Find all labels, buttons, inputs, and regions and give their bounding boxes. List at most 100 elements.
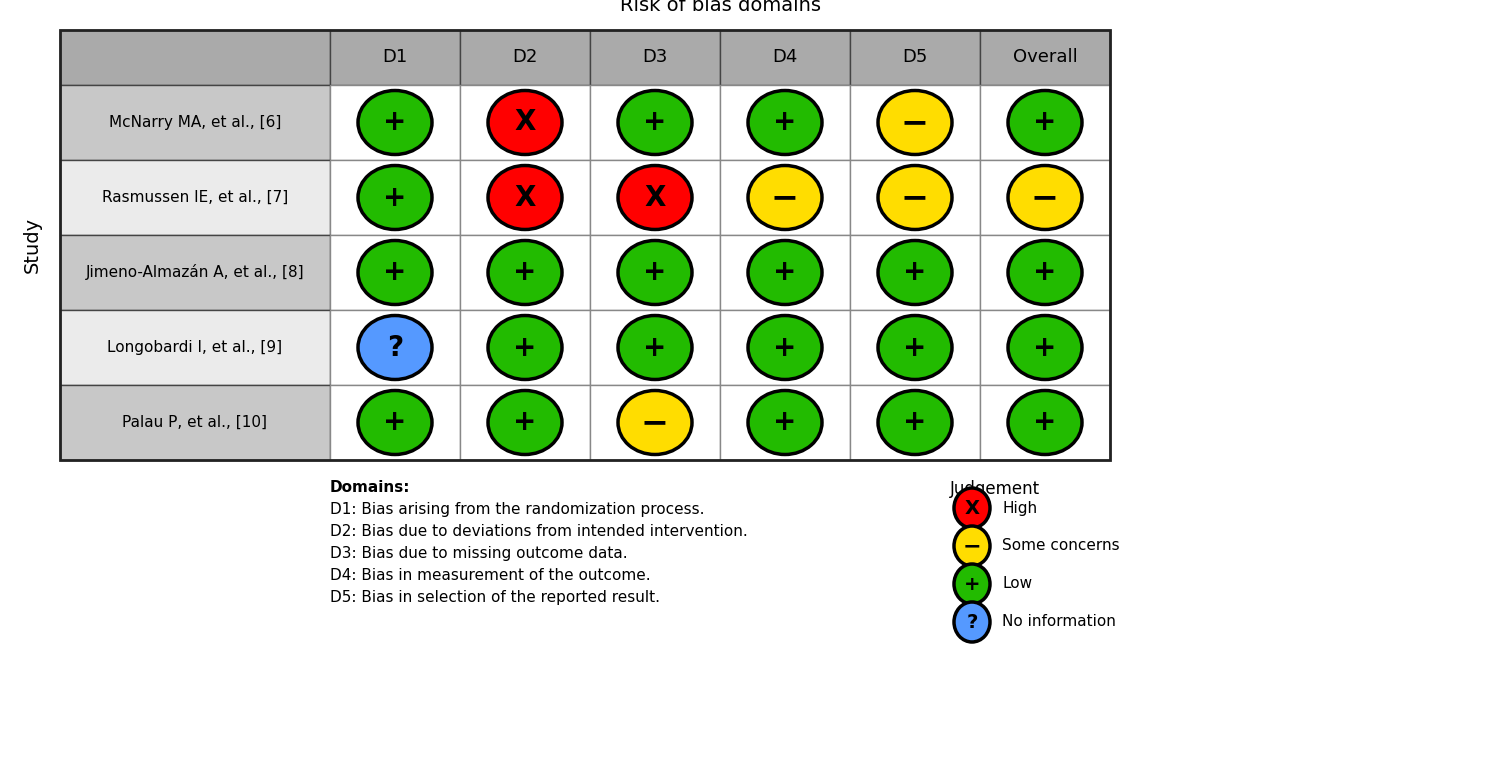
Bar (330, 30, 460, 85)
Bar (850, 235, 980, 310)
Text: −: − (901, 106, 928, 139)
Ellipse shape (954, 488, 990, 528)
Bar (60, 30, 330, 85)
Ellipse shape (618, 391, 692, 454)
Text: D2: Bias due to deviations from intended intervention.: D2: Bias due to deviations from intended… (330, 524, 748, 539)
Text: Judgement: Judgement (950, 480, 1040, 498)
Bar (850, 85, 980, 160)
Text: D2: D2 (513, 49, 538, 67)
Text: +: + (773, 109, 797, 137)
Text: Palau P, et al., [10]: Palau P, et al., [10] (122, 415, 268, 430)
Text: +: + (903, 334, 927, 362)
Bar (720, 85, 850, 160)
Text: Rasmussen IE, et al., [7]: Rasmussen IE, et al., [7] (101, 190, 289, 205)
Text: +: + (643, 334, 667, 362)
Text: ?: ? (387, 334, 404, 362)
Bar (60, 85, 330, 160)
Bar (720, 235, 850, 310)
Bar (460, 235, 590, 310)
Text: −: − (963, 536, 981, 556)
Ellipse shape (878, 166, 953, 230)
Bar (850, 30, 980, 85)
Ellipse shape (748, 315, 823, 379)
Text: Study: Study (23, 217, 41, 273)
Text: D5: D5 (903, 49, 928, 67)
Text: D1: D1 (383, 49, 408, 67)
Ellipse shape (358, 315, 432, 379)
Ellipse shape (618, 166, 692, 230)
Ellipse shape (954, 602, 990, 642)
Ellipse shape (878, 315, 953, 379)
Text: Low: Low (1002, 577, 1033, 591)
Bar (980, 385, 1110, 460)
Text: D1: Bias arising from the randomization process.: D1: Bias arising from the randomization … (330, 502, 705, 517)
Text: −: − (641, 406, 668, 439)
Ellipse shape (488, 240, 562, 305)
Bar (850, 160, 980, 235)
Bar (460, 85, 590, 160)
Text: D3: D3 (643, 49, 668, 67)
Bar (590, 85, 720, 160)
Bar (590, 30, 720, 85)
Ellipse shape (618, 90, 692, 154)
Text: Risk of bias domains: Risk of bias domains (620, 0, 821, 15)
Ellipse shape (878, 391, 953, 454)
Bar (460, 30, 590, 85)
Ellipse shape (954, 526, 990, 566)
Text: +: + (513, 409, 537, 436)
Ellipse shape (618, 240, 692, 305)
Text: X: X (514, 183, 535, 211)
Ellipse shape (358, 391, 432, 454)
Bar (980, 310, 1110, 385)
Ellipse shape (1009, 240, 1083, 305)
Bar (590, 235, 720, 310)
Bar (850, 385, 980, 460)
Bar (60, 310, 330, 385)
Bar (60, 30, 1110, 460)
Ellipse shape (748, 90, 823, 154)
Text: No information: No information (1002, 615, 1116, 629)
Text: +: + (773, 409, 797, 436)
Text: −: − (1031, 181, 1058, 214)
Ellipse shape (358, 166, 432, 230)
Ellipse shape (358, 240, 432, 305)
Bar (330, 385, 460, 460)
Bar (330, 85, 460, 160)
Ellipse shape (358, 90, 432, 154)
Text: +: + (643, 258, 667, 287)
Bar (590, 160, 720, 235)
Ellipse shape (1009, 391, 1083, 454)
Ellipse shape (488, 391, 562, 454)
Text: D4: Bias in measurement of the outcome.: D4: Bias in measurement of the outcome. (330, 568, 650, 583)
Text: X: X (514, 109, 535, 137)
Text: D4: D4 (773, 49, 798, 67)
Bar (980, 30, 1110, 85)
Bar (60, 385, 330, 460)
Text: Overall: Overall (1013, 49, 1078, 67)
Text: Longobardi I, et al., [9]: Longobardi I, et al., [9] (107, 340, 283, 355)
Bar (460, 310, 590, 385)
Text: −: − (771, 181, 798, 214)
Bar (330, 310, 460, 385)
Bar (980, 235, 1110, 310)
Ellipse shape (748, 391, 823, 454)
Text: D5: Bias in selection of the reported result.: D5: Bias in selection of the reported re… (330, 590, 661, 605)
Text: +: + (513, 334, 537, 362)
Text: +: + (643, 109, 667, 137)
Text: +: + (903, 258, 927, 287)
Text: +: + (1033, 109, 1057, 137)
Ellipse shape (618, 315, 692, 379)
Text: ?: ? (966, 613, 978, 632)
Bar (980, 160, 1110, 235)
Text: +: + (1033, 334, 1057, 362)
Bar (590, 385, 720, 460)
Text: +: + (384, 409, 407, 436)
Ellipse shape (488, 90, 562, 154)
Ellipse shape (1009, 90, 1083, 154)
Ellipse shape (488, 166, 562, 230)
Text: McNarry MA, et al., [6]: McNarry MA, et al., [6] (109, 115, 281, 130)
Bar (330, 235, 460, 310)
Bar (720, 385, 850, 460)
Bar (460, 385, 590, 460)
Text: X: X (965, 499, 980, 518)
